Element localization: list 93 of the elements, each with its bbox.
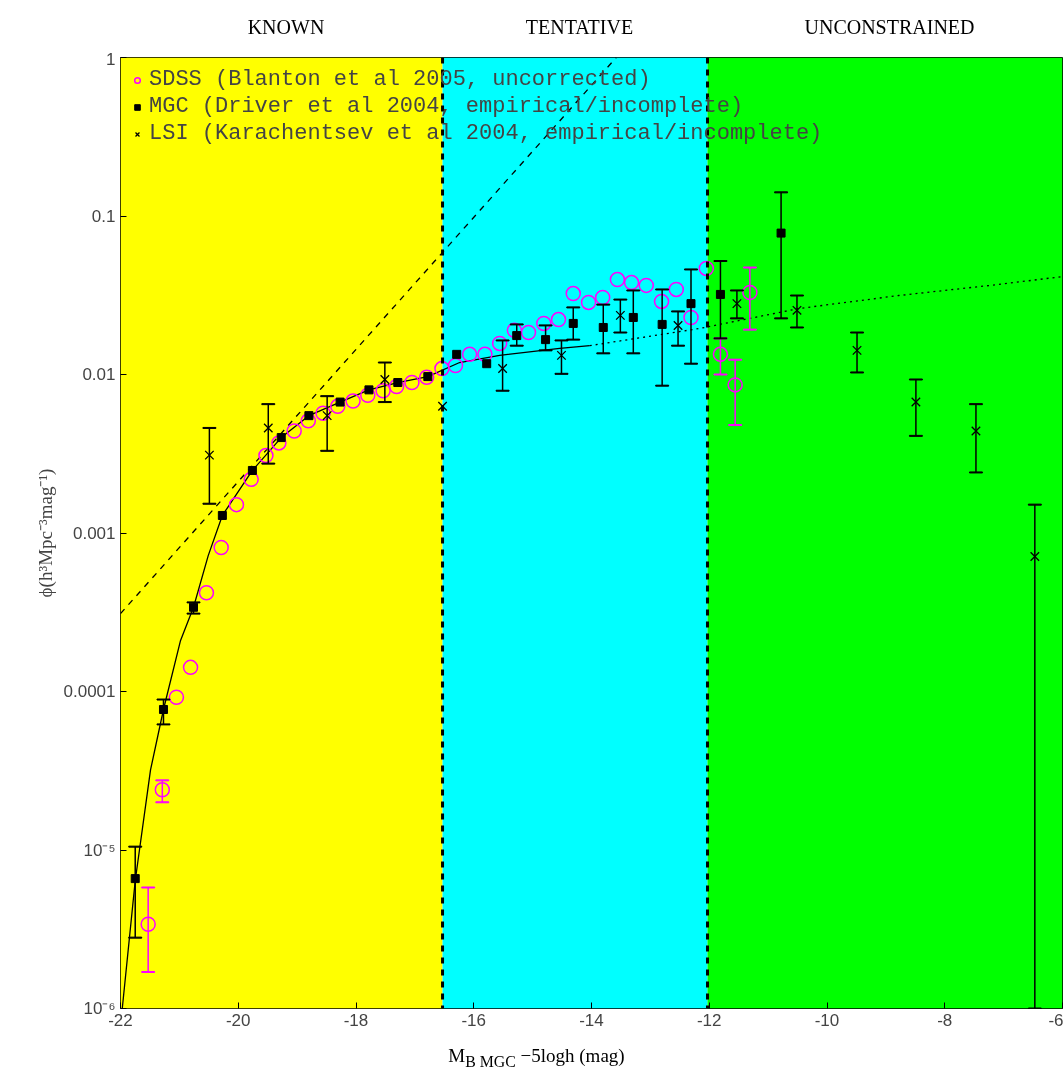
point bbox=[638, 277, 654, 294]
point bbox=[437, 401, 448, 412]
point bbox=[568, 318, 578, 328]
point bbox=[1029, 551, 1040, 562]
point bbox=[154, 782, 171, 798]
point bbox=[482, 359, 492, 369]
point bbox=[182, 659, 199, 676]
point bbox=[330, 398, 346, 415]
point bbox=[198, 584, 215, 601]
point bbox=[258, 447, 274, 464]
point bbox=[130, 874, 140, 884]
point bbox=[550, 311, 567, 328]
point bbox=[580, 294, 597, 311]
x-tick-label: -8 bbox=[937, 1010, 953, 1030]
x-tick-label: -12 bbox=[696, 1010, 722, 1030]
y-tick-label: 0.001 bbox=[72, 523, 116, 543]
x-tick-label: -14 bbox=[579, 1010, 604, 1030]
point bbox=[263, 423, 274, 433]
x-tick-label: -18 bbox=[343, 1010, 369, 1030]
point bbox=[364, 385, 374, 395]
point bbox=[461, 346, 478, 363]
point bbox=[286, 423, 302, 439]
y-axis-title: ϕ(h³Mpc⁻³mag⁻¹) bbox=[34, 468, 57, 598]
point bbox=[512, 331, 522, 341]
point bbox=[653, 293, 670, 310]
point bbox=[565, 285, 581, 302]
band-label: TENTATIVE bbox=[525, 15, 634, 40]
point bbox=[434, 360, 450, 377]
point bbox=[536, 315, 552, 332]
point bbox=[556, 350, 567, 361]
point bbox=[673, 320, 683, 331]
point bbox=[375, 382, 391, 399]
point bbox=[657, 319, 667, 329]
point bbox=[852, 345, 862, 356]
point bbox=[271, 435, 287, 451]
y-tick-label: 0.0001 bbox=[63, 682, 116, 701]
point bbox=[452, 349, 462, 359]
point bbox=[698, 260, 715, 277]
point bbox=[217, 510, 227, 520]
point bbox=[776, 228, 786, 238]
point bbox=[447, 357, 464, 374]
point bbox=[668, 281, 685, 298]
point bbox=[732, 298, 742, 309]
point bbox=[727, 377, 743, 393]
point bbox=[404, 374, 420, 391]
point bbox=[204, 450, 215, 461]
point bbox=[792, 305, 802, 316]
point bbox=[140, 916, 156, 932]
point bbox=[213, 539, 229, 556]
point bbox=[158, 704, 168, 714]
point bbox=[345, 393, 361, 409]
point bbox=[712, 346, 729, 363]
point bbox=[304, 411, 314, 421]
point bbox=[628, 312, 638, 322]
point bbox=[594, 289, 611, 306]
x-axis-title: M$_{B MGC}$ −5logh (mag) bbox=[448, 1044, 625, 1072]
x-tick-label: -20 bbox=[225, 1010, 251, 1030]
point bbox=[541, 335, 551, 345]
point bbox=[911, 397, 921, 407]
point bbox=[598, 322, 608, 332]
point bbox=[686, 299, 696, 309]
band-label: UNCONSTRAINED bbox=[804, 15, 975, 40]
point bbox=[477, 346, 493, 363]
point bbox=[615, 310, 626, 321]
point bbox=[300, 413, 317, 429]
point bbox=[315, 405, 331, 421]
point bbox=[683, 309, 699, 326]
point bbox=[506, 322, 523, 339]
legend-label: SDSS (Blanton et al 2005, uncorrected) bbox=[149, 67, 651, 92]
point bbox=[623, 274, 640, 291]
x-tick-label: -10 bbox=[814, 1010, 840, 1030]
point bbox=[742, 284, 758, 301]
y-tick-label: 0.01 bbox=[82, 365, 116, 384]
point bbox=[388, 378, 405, 395]
point bbox=[228, 496, 245, 513]
band-label: KNOWN bbox=[247, 15, 325, 40]
point bbox=[971, 426, 981, 436]
point bbox=[491, 335, 508, 352]
point bbox=[168, 689, 185, 705]
y-tick-label: 10⁻⁵ bbox=[83, 840, 116, 860]
point bbox=[715, 289, 725, 299]
x-tick-label: -6 bbox=[1048, 1010, 1063, 1030]
point bbox=[243, 471, 259, 488]
point bbox=[379, 374, 390, 385]
point bbox=[247, 465, 257, 475]
point bbox=[497, 363, 508, 374]
y-tick-label: 1 bbox=[106, 49, 116, 69]
point bbox=[520, 324, 537, 341]
point bbox=[360, 387, 376, 403]
y-tick-label: 0.1 bbox=[91, 206, 116, 226]
x-tick-label: -16 bbox=[461, 1010, 487, 1030]
point bbox=[418, 369, 435, 386]
point bbox=[609, 271, 626, 288]
